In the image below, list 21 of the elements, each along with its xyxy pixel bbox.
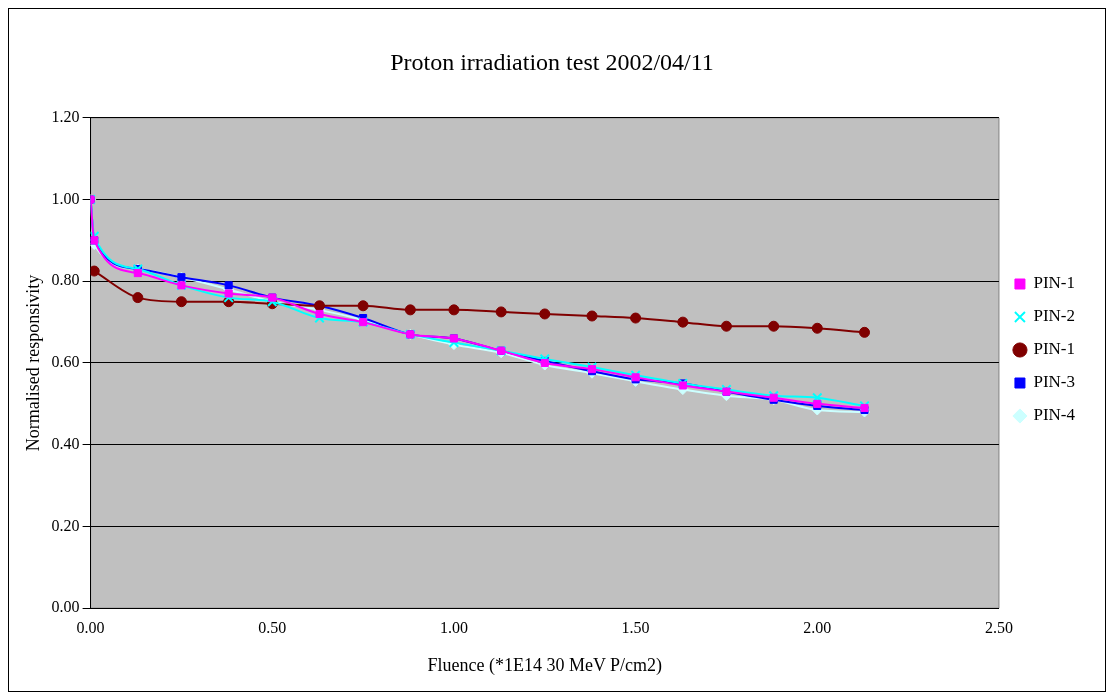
legend-label: PIN-1 [1033, 273, 1076, 293]
x-axis-title: Fluence (*1E14 30 MeV P/cm2) [427, 654, 663, 676]
x-tick-label: 0.00 [76, 619, 105, 636]
x-tick-label: 0.50 [258, 619, 287, 636]
y-tick-label: 0.80 [51, 271, 80, 289]
y-tick-label: 0.40 [51, 434, 80, 452]
x-tick-label: 1.00 [439, 619, 468, 636]
x-tick-label: 2.00 [803, 619, 832, 636]
y-tick-label: 1.00 [51, 189, 80, 207]
legend-label: PIN-4 [1033, 405, 1076, 425]
y-tick-label: 0.00 [51, 598, 80, 616]
y-tick-label: 1.20 [51, 108, 80, 125]
x-tick-label: 1.50 [621, 619, 650, 636]
legend-label: PIN-2 [1033, 306, 1076, 326]
y-tick-label: 0.20 [51, 516, 80, 534]
chart-title: Proton irradiation test 2002/04/11 [390, 48, 714, 75]
y-tick-label: 0.60 [51, 353, 80, 371]
legend-label: PIN-1 [1033, 339, 1076, 359]
legend-label: PIN-3 [1033, 372, 1076, 392]
y-axis-title: Normalised responsivity [22, 274, 43, 452]
x-tick-label: 2.50 [984, 619, 1013, 636]
